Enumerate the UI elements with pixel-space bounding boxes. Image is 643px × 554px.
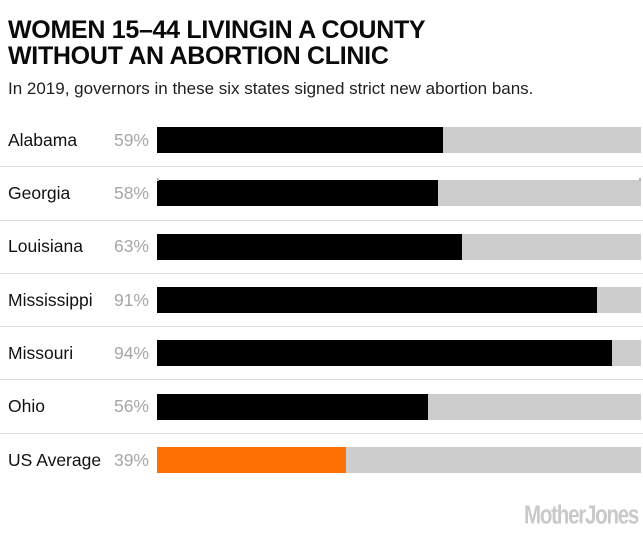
row-value: 58%	[113, 182, 149, 203]
row-label: Alabama	[8, 129, 78, 150]
bar-track	[157, 233, 641, 260]
bar-track	[157, 180, 641, 207]
chart-row: Mississippi 91%	[0, 274, 643, 328]
bar-fill	[157, 127, 443, 154]
bar-track	[157, 447, 641, 474]
motherjones-logo: MotherJones	[523, 500, 639, 530]
row-value: 56%	[113, 396, 149, 417]
chart-title: WOMEN 15–44 LIVINGIN A COUNTY WITHOUT AN…	[8, 17, 633, 69]
row-label: Missouri	[8, 342, 74, 363]
chart-row: Ohio 56%	[0, 380, 643, 434]
row-value: 63%	[113, 236, 149, 257]
row-value: 59%	[113, 129, 149, 150]
row-label: Georgia	[8, 182, 71, 203]
row-value: 39%	[113, 449, 149, 470]
row-value: 94%	[113, 342, 149, 363]
bar-track	[157, 393, 641, 420]
chart-row: US Average 39%	[0, 434, 643, 487]
axis-tick-zero	[157, 178, 159, 181]
row-label: Ohio	[8, 396, 45, 417]
bar-chart: Alabama 59% Georgia 58% Louisiana 63% Mississi…	[0, 114, 643, 487]
bar-track	[157, 287, 641, 314]
chart-row: Missouri 94%	[0, 327, 643, 381]
row-label: Mississippi	[8, 289, 93, 310]
bar-track	[157, 340, 641, 367]
chart-row: Georgia 58%	[0, 167, 643, 221]
bar-fill	[157, 447, 346, 474]
chart-header: WOMEN 15–44 LIVINGIN A COUNTY WITHOUT AN…	[8, 17, 633, 100]
bar-fill	[157, 393, 429, 420]
chart-title-line1: WOMEN 15–44 LIVINGIN A COUNTY	[8, 16, 426, 44]
chart-subtitle: In 2019, governors in these six states s…	[8, 79, 534, 98]
chart-row: Alabama 59%	[0, 114, 643, 168]
bar-fill	[157, 340, 612, 367]
bar-fill	[157, 180, 438, 207]
chart-row: Louisiana 63%	[0, 221, 643, 274]
row-value: 91%	[113, 289, 149, 310]
bar-fill	[157, 233, 462, 260]
axis-tick-hundred	[639, 178, 641, 181]
row-label: US Average	[8, 449, 102, 470]
bar-fill	[157, 287, 598, 314]
bar-track	[157, 127, 641, 154]
row-label: Louisiana	[8, 236, 83, 257]
chart-title-line2: WITHOUT AN ABORTION CLINIC	[8, 42, 389, 70]
